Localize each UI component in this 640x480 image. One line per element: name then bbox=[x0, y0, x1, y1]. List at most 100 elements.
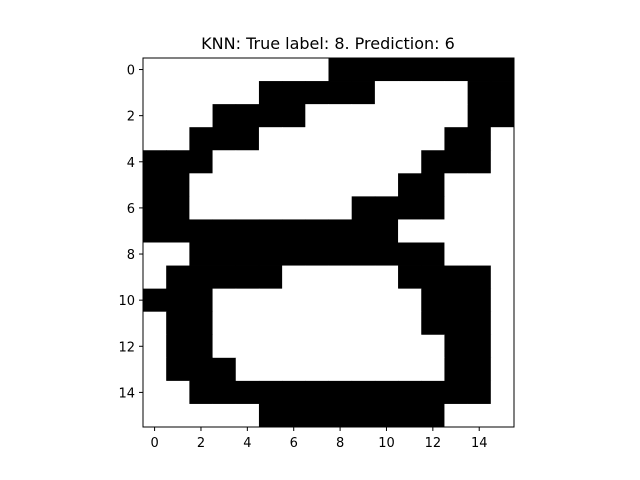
heatmap-cell bbox=[398, 265, 422, 290]
heatmap-cell bbox=[328, 58, 353, 82]
heatmap-cell bbox=[421, 58, 445, 82]
heatmap-cell bbox=[374, 380, 399, 405]
heatmap-cell bbox=[374, 403, 399, 428]
heatmap-cell bbox=[398, 58, 422, 82]
heatmap-cell bbox=[166, 357, 190, 382]
y-tick-label: 6 bbox=[127, 202, 135, 217]
heatmap-cell bbox=[351, 219, 376, 243]
heatmap-cell bbox=[351, 173, 376, 197]
heatmap-cell bbox=[166, 311, 190, 336]
heatmap-cell bbox=[166, 334, 190, 359]
heatmap-cell bbox=[305, 81, 329, 105]
heatmap-cell bbox=[444, 173, 469, 197]
heatmap-cell bbox=[282, 311, 306, 336]
heatmap-cell bbox=[444, 334, 469, 359]
heatmap-cell bbox=[143, 334, 167, 359]
heatmap-cell bbox=[328, 104, 353, 128]
heatmap-cell bbox=[490, 104, 515, 128]
heatmap-cell bbox=[189, 357, 213, 382]
heatmap-cell bbox=[421, 311, 445, 336]
heatmap-cell bbox=[467, 81, 492, 105]
heatmap-cell bbox=[467, 150, 492, 174]
heatmap-cell bbox=[467, 58, 492, 82]
heatmap-cell bbox=[398, 403, 422, 428]
heatmap-cell bbox=[421, 357, 445, 382]
heatmap-cell bbox=[467, 242, 492, 266]
heatmap-cell bbox=[467, 219, 492, 243]
heatmap-cell bbox=[351, 265, 376, 290]
heatmap-cell bbox=[258, 242, 283, 266]
heatmap-cell bbox=[189, 242, 213, 266]
y-tick-label: 10 bbox=[118, 294, 135, 309]
heatmap-cell bbox=[328, 265, 353, 290]
heatmap-cell bbox=[189, 150, 213, 174]
heatmap-cell bbox=[398, 242, 422, 266]
heatmap-cell bbox=[282, 196, 306, 220]
heatmap-cell bbox=[421, 242, 445, 266]
heatmap-cell bbox=[282, 265, 306, 290]
heatmap-cell bbox=[351, 58, 376, 82]
heatmap-cell bbox=[305, 403, 329, 428]
heatmap-cell bbox=[189, 380, 213, 405]
heatmap-cell bbox=[258, 380, 283, 405]
heatmap-cell bbox=[189, 219, 213, 243]
heatmap-cell bbox=[421, 403, 445, 428]
heatmap-cell bbox=[212, 334, 237, 359]
heatmap-cell bbox=[235, 357, 260, 382]
heatmap-cell bbox=[258, 58, 283, 82]
heatmap-cells bbox=[143, 58, 515, 428]
heatmap-cell bbox=[444, 81, 469, 105]
heatmap-cell bbox=[374, 58, 399, 82]
y-tick-label: 0 bbox=[127, 64, 135, 79]
heatmap-cell bbox=[212, 380, 237, 405]
heatmap-cell bbox=[143, 357, 167, 382]
heatmap-cell bbox=[189, 81, 213, 105]
heatmap-cell bbox=[235, 380, 260, 405]
heatmap-cell bbox=[467, 311, 492, 336]
heatmap-cell bbox=[305, 127, 329, 151]
heatmap-cell bbox=[328, 150, 353, 174]
heatmap-cell bbox=[212, 104, 237, 128]
x-tick-label: 8 bbox=[336, 436, 344, 451]
heatmap-cell bbox=[398, 380, 422, 405]
heatmap-cell bbox=[143, 265, 167, 290]
y-tick-label: 14 bbox=[118, 386, 135, 401]
chart-title: KNN: True label: 8. Prediction: 6 bbox=[201, 34, 455, 53]
heatmap-cell bbox=[374, 288, 399, 313]
heatmap-cell bbox=[398, 104, 422, 128]
heatmap-cell bbox=[444, 58, 469, 82]
heatmap-cell bbox=[398, 150, 422, 174]
heatmap-cell bbox=[282, 288, 306, 313]
heatmap-cell bbox=[166, 127, 190, 151]
x-tick-label: 12 bbox=[425, 436, 442, 451]
heatmap-cell bbox=[166, 81, 190, 105]
heatmap-cell bbox=[212, 58, 237, 82]
heatmap-cell bbox=[212, 265, 237, 290]
heatmap-cell bbox=[467, 196, 492, 220]
heatmap-cell bbox=[398, 196, 422, 220]
heatmap-cell bbox=[328, 288, 353, 313]
heatmap-cell bbox=[166, 104, 190, 128]
heatmap-cell bbox=[351, 334, 376, 359]
heatmap-cell bbox=[374, 196, 399, 220]
heatmap-cell bbox=[421, 265, 445, 290]
heatmap-cell bbox=[374, 242, 399, 266]
heatmap-cell bbox=[189, 58, 213, 82]
heatmap-cell bbox=[374, 219, 399, 243]
heatmap-cell bbox=[490, 196, 515, 220]
heatmap-cell bbox=[166, 288, 190, 313]
heatmap-cell bbox=[351, 288, 376, 313]
heatmap-cell bbox=[305, 58, 329, 82]
heatmap-cell bbox=[398, 127, 422, 151]
heatmap-cell bbox=[212, 81, 237, 105]
heatmap-cell bbox=[351, 150, 376, 174]
heatmap-cell bbox=[328, 380, 353, 405]
heatmap-cell bbox=[398, 219, 422, 243]
heatmap-cell bbox=[351, 127, 376, 151]
heatmap-cell bbox=[467, 173, 492, 197]
heatmap-cell bbox=[282, 403, 306, 428]
heatmap-cell bbox=[444, 403, 469, 428]
heatmap-cell bbox=[212, 311, 237, 336]
heatmap-cell bbox=[490, 173, 515, 197]
